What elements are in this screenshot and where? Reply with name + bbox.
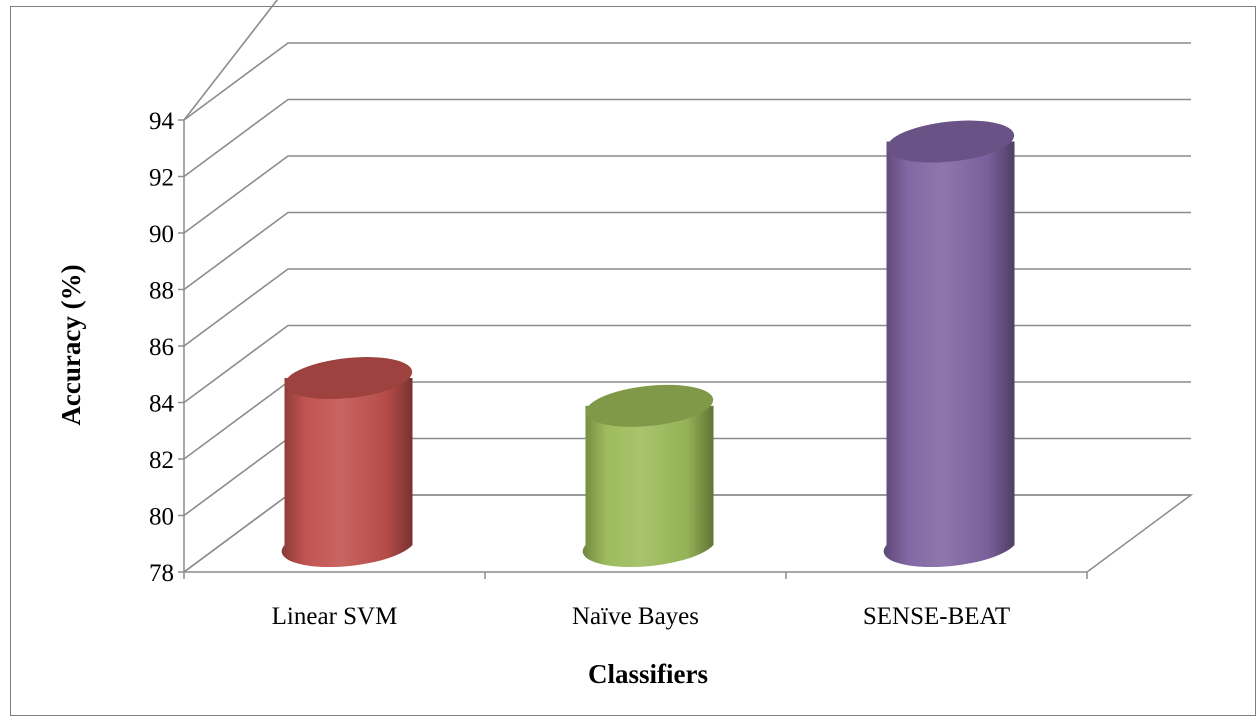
bars xyxy=(281,120,1015,568)
x-tick-label: Linear SVM xyxy=(272,603,398,630)
bar-3 xyxy=(883,120,1015,568)
x-axis-title: Classifiers xyxy=(588,659,708,689)
y-tick-label: 80 xyxy=(149,504,174,531)
y-tick-label: 88 xyxy=(149,278,174,305)
y-tick-label: 92 xyxy=(149,165,174,192)
axes xyxy=(178,119,1088,579)
bar-1 xyxy=(281,357,413,568)
y-tick-label: 86 xyxy=(149,334,174,361)
gridline xyxy=(183,211,1191,291)
chart-frame xyxy=(10,6,1256,716)
bar-top xyxy=(585,384,714,427)
x-tick-label: Naïve Bayes xyxy=(572,603,699,630)
bar-body xyxy=(281,378,413,568)
y-axis-title: Accuracy (%) xyxy=(56,264,86,425)
bar-top xyxy=(886,120,1015,163)
bar-top xyxy=(284,357,413,400)
y-tick-label: 82 xyxy=(149,447,174,474)
wall-top-edge xyxy=(183,0,279,121)
gridline xyxy=(183,98,1191,178)
x-tick-label: SENSE-BEAT xyxy=(863,603,1010,630)
bar-2 xyxy=(582,384,714,567)
x-tick-labels: Linear SVM Naïve Bayes SENSE-BEAT xyxy=(272,603,1010,630)
y-tick-label: 90 xyxy=(149,221,174,248)
y-tick-labels: 78 80 82 84 86 88 90 92 94 xyxy=(149,108,175,587)
gridline xyxy=(183,268,1191,347)
y-tick-label: 84 xyxy=(149,391,175,418)
bar-body xyxy=(582,405,714,567)
gridline xyxy=(183,42,1191,121)
y-tick-label: 78 xyxy=(149,560,174,587)
bar-body xyxy=(883,141,1015,568)
y-tick-label: 94 xyxy=(149,108,175,135)
gridline xyxy=(183,155,1191,234)
